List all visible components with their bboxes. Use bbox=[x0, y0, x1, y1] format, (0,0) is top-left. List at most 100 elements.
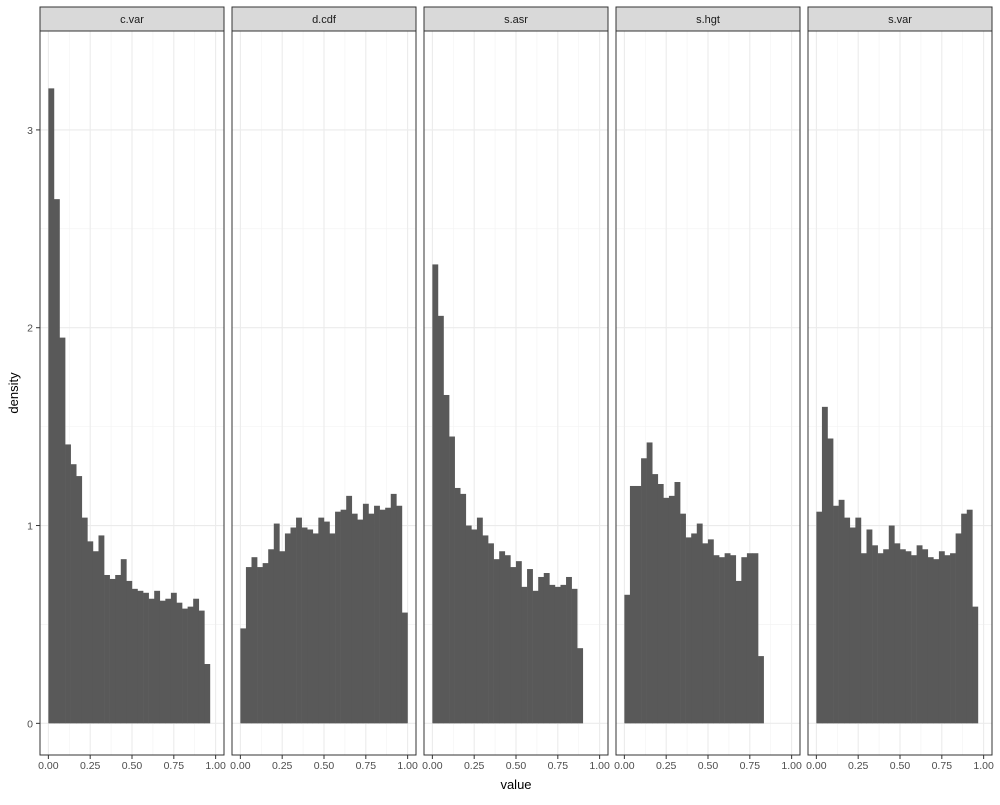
histogram-bar-s-asr bbox=[543, 573, 550, 724]
x-tick-label: 0.00 bbox=[806, 760, 827, 772]
x-tick-label: 0.00 bbox=[614, 760, 635, 772]
histogram-bar-s-asr bbox=[449, 436, 455, 724]
histogram-bar-s-asr bbox=[515, 561, 522, 724]
histogram-bar-s-hgt bbox=[730, 555, 737, 724]
histogram-bar-s-var bbox=[849, 527, 856, 724]
histogram-bar-d-cdf bbox=[346, 495, 353, 724]
histogram-bar-c-var bbox=[92, 551, 99, 724]
histogram-bar-s-asr bbox=[538, 576, 545, 724]
x-tick-label: 0.50 bbox=[506, 760, 527, 772]
histogram-bar-s-hgt bbox=[657, 483, 664, 724]
histogram-bar-c-var bbox=[187, 606, 194, 724]
histogram-bar-d-cdf bbox=[351, 513, 358, 724]
histogram-bar-c-var bbox=[176, 602, 183, 724]
facet-strip-s-asr bbox=[423, 6, 609, 32]
histogram-bar-s-var bbox=[883, 549, 890, 724]
histogram-bar-s-asr bbox=[527, 569, 533, 724]
x-tick-label: 0.50 bbox=[698, 760, 719, 772]
histogram-bar-c-var bbox=[120, 559, 127, 724]
x-tick-label: 1.00 bbox=[589, 760, 610, 772]
histogram-bar-s-hgt bbox=[741, 557, 748, 724]
x-tick-label: 0.50 bbox=[122, 760, 143, 772]
histogram-bar-s-hgt bbox=[735, 580, 742, 724]
histogram-bar-s-asr bbox=[482, 535, 489, 724]
histogram-bar-s-var bbox=[877, 553, 884, 724]
histogram-bar-s-var bbox=[922, 549, 929, 724]
histogram-bar-c-var bbox=[70, 464, 77, 724]
histogram-bar-d-cdf bbox=[340, 509, 347, 724]
facet-label-s-asr: s.asr bbox=[504, 14, 528, 26]
histogram-bar-c-var bbox=[170, 592, 177, 724]
y-tick-label: 2 bbox=[27, 323, 33, 335]
x-tick-label: 1.00 bbox=[397, 760, 418, 772]
histogram-bar-s-asr bbox=[566, 576, 572, 724]
histogram-bar-s-hgt bbox=[663, 497, 670, 724]
x-tick-label: 0.25 bbox=[272, 760, 293, 772]
facet-label-s-hgt: s.hgt bbox=[696, 14, 720, 26]
histogram-bar-d-cdf bbox=[312, 533, 319, 724]
histogram-bar-d-cdf bbox=[396, 505, 403, 724]
histogram-bar-d-cdf bbox=[296, 517, 302, 724]
histogram-bar-s-var bbox=[860, 553, 867, 724]
histogram-bar-s-asr bbox=[532, 590, 539, 724]
x-tick-label: 1.00 bbox=[973, 760, 994, 772]
histogram-bar-s-asr bbox=[577, 648, 584, 724]
histogram-bar-d-cdf bbox=[357, 519, 364, 724]
histogram-bar-s-var bbox=[961, 513, 968, 724]
histogram-bar-s-var bbox=[938, 551, 945, 724]
histogram-bar-c-var bbox=[204, 664, 211, 724]
histogram-bar-s-asr bbox=[571, 588, 578, 724]
x-tick-label: 0.75 bbox=[548, 760, 569, 772]
histogram-bar-s-var bbox=[838, 499, 845, 724]
histogram-bar-s-hgt bbox=[652, 474, 659, 724]
y-axis-title: density bbox=[6, 372, 21, 414]
x-tick-label: 0.25 bbox=[848, 760, 869, 772]
histogram-bar-s-var bbox=[872, 545, 878, 724]
x-tick-label: 1.00 bbox=[205, 760, 226, 772]
histogram-bar-s-var bbox=[894, 543, 901, 724]
facet-strip-d-cdf bbox=[231, 6, 417, 32]
histogram-bar-d-cdf bbox=[401, 612, 408, 724]
histogram-bar-s-hgt bbox=[752, 553, 759, 724]
facet-strip-s-hgt bbox=[615, 6, 801, 32]
histogram-bar-d-cdf bbox=[245, 567, 252, 724]
histogram-bar-s-asr bbox=[504, 555, 511, 724]
histogram-bar-s-hgt bbox=[668, 495, 675, 724]
histogram-bar-s-var bbox=[827, 438, 834, 724]
histogram-bar-c-var bbox=[53, 199, 60, 724]
histogram-bar-d-cdf bbox=[273, 523, 280, 724]
histogram-bar-s-var bbox=[833, 505, 839, 724]
histogram-bar-c-var bbox=[131, 588, 138, 724]
histogram-bar-c-var bbox=[143, 592, 149, 724]
histogram-bar-s-asr bbox=[499, 551, 506, 724]
histogram-bar-c-var bbox=[65, 444, 71, 724]
histogram-bar-s-asr bbox=[454, 487, 461, 724]
histogram-bar-s-hgt bbox=[696, 523, 703, 724]
histogram-bar-s-var bbox=[916, 545, 923, 724]
histogram-bar-s-hgt bbox=[685, 537, 692, 724]
histogram-bar-s-asr bbox=[465, 525, 472, 724]
histogram-bar-s-asr bbox=[521, 586, 528, 724]
histogram-bar-s-asr bbox=[432, 264, 439, 724]
histogram-bar-s-var bbox=[955, 533, 962, 724]
histogram-bar-c-var bbox=[59, 337, 66, 724]
histogram-bar-d-cdf bbox=[307, 529, 314, 724]
histogram-bar-d-cdf bbox=[268, 549, 275, 724]
histogram-bar-s-var bbox=[816, 511, 823, 724]
histogram-bar-d-cdf bbox=[379, 509, 386, 724]
y-tick-label: 3 bbox=[27, 125, 33, 137]
x-tick-label: 0.50 bbox=[314, 760, 335, 772]
x-axis-title: value bbox=[500, 777, 531, 792]
histogram-bar-c-var bbox=[148, 598, 155, 724]
y-tick-label: 0 bbox=[27, 718, 33, 730]
histogram-bar-s-hgt bbox=[746, 553, 753, 724]
histogram-bar-s-hgt bbox=[758, 656, 764, 724]
facet-strip-c-var bbox=[39, 6, 225, 32]
histogram-bar-d-cdf bbox=[318, 517, 325, 724]
histogram-bar-d-cdf bbox=[240, 628, 247, 724]
x-tick-label: 0.75 bbox=[932, 760, 953, 772]
x-tick-label: 1.00 bbox=[781, 760, 802, 772]
histogram-bar-d-cdf bbox=[335, 511, 341, 724]
facet-label-s-var: s.var bbox=[888, 14, 912, 26]
